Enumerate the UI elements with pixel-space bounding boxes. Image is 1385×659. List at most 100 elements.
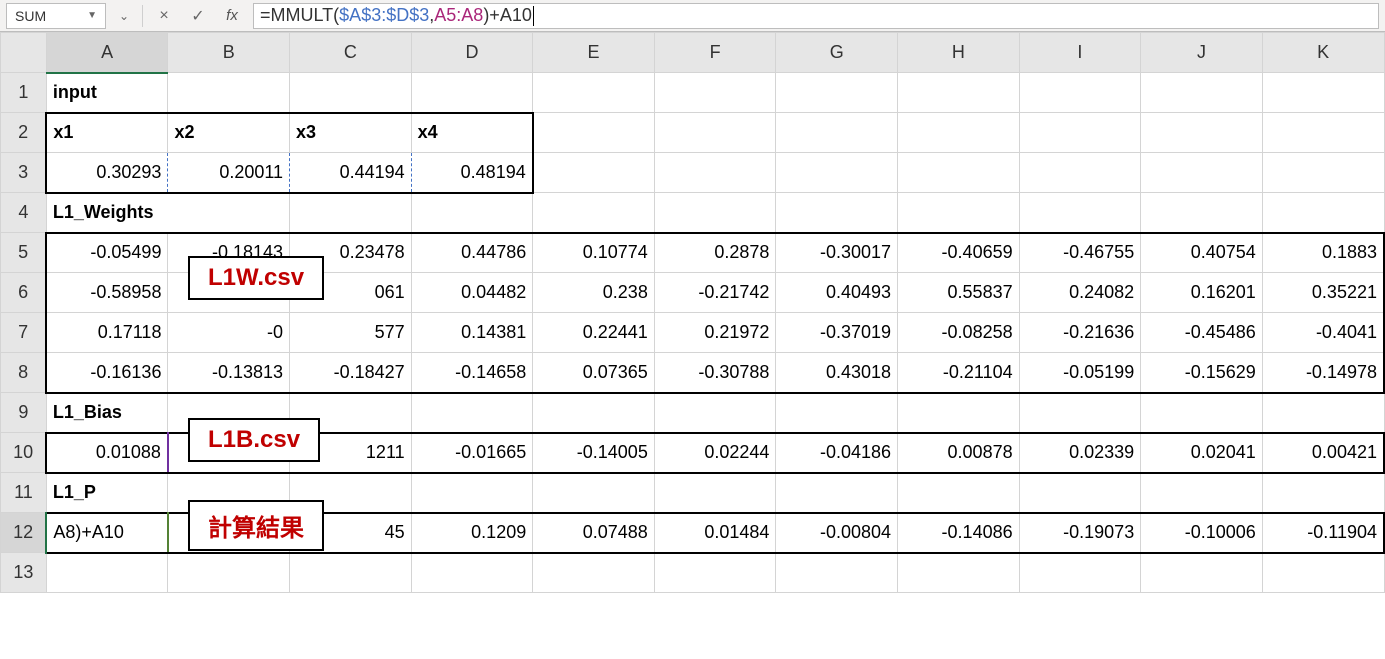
cell[interactable]: 0.14381 (411, 313, 533, 353)
cell[interactable]: L1_P (46, 473, 168, 513)
cell[interactable] (168, 73, 290, 113)
cell[interactable] (654, 73, 776, 113)
cell[interactable] (1141, 73, 1263, 113)
cell[interactable] (1262, 193, 1384, 233)
cell[interactable]: -0.15629 (1141, 353, 1263, 393)
cell[interactable]: 0.17118 (46, 313, 168, 353)
cell[interactable]: 0.01088 (46, 433, 168, 473)
cell[interactable]: -0.11904 (1262, 513, 1384, 553)
cell[interactable]: 0.1209 (411, 513, 533, 553)
cell[interactable]: -0.14978 (1262, 353, 1384, 393)
cell[interactable] (1141, 553, 1263, 593)
cell[interactable]: -0.37019 (776, 313, 898, 353)
enter-icon[interactable]: ✓ (185, 3, 211, 29)
cell[interactable]: 0.10774 (533, 233, 655, 273)
cell[interactable]: 0.22441 (533, 313, 655, 353)
cell[interactable] (290, 553, 412, 593)
cell[interactable]: -0.05499 (46, 233, 168, 273)
cell[interactable] (898, 473, 1020, 513)
cell[interactable]: 0.02041 (1141, 433, 1263, 473)
cell[interactable] (411, 473, 533, 513)
col-header[interactable]: J (1141, 33, 1263, 73)
cell[interactable]: input (46, 73, 168, 113)
cell[interactable]: -0.05199 (1019, 353, 1141, 393)
cell[interactable] (776, 73, 898, 113)
col-header[interactable]: K (1262, 33, 1384, 73)
col-header[interactable]: C (290, 33, 412, 73)
name-box[interactable]: SUM ▼ (6, 3, 106, 29)
cell[interactable]: L1_Bias (46, 393, 168, 433)
cell[interactable]: -0 (168, 313, 290, 353)
cell[interactable] (1262, 393, 1384, 433)
cell[interactable] (898, 113, 1020, 153)
cell[interactable] (1262, 73, 1384, 113)
row-header[interactable]: 2 (1, 113, 47, 153)
cell[interactable]: -0.21104 (898, 353, 1020, 393)
cell[interactable] (1141, 193, 1263, 233)
col-header[interactable]: B (168, 33, 290, 73)
cell[interactable] (1019, 153, 1141, 193)
cell[interactable]: 0.40754 (1141, 233, 1263, 273)
row-header[interactable]: 13 (1, 553, 47, 593)
cancel-icon[interactable]: × (151, 3, 177, 29)
cell[interactable]: -0.40659 (898, 233, 1020, 273)
cell[interactable] (654, 153, 776, 193)
cell[interactable] (654, 473, 776, 513)
cell[interactable] (1141, 393, 1263, 433)
cell[interactable]: 0.02339 (1019, 433, 1141, 473)
chevron-down-icon[interactable]: ⌄ (114, 6, 134, 26)
col-header[interactable]: G (776, 33, 898, 73)
cell[interactable] (1019, 73, 1141, 113)
cell[interactable]: x4 (411, 113, 533, 153)
cell[interactable] (776, 473, 898, 513)
cell[interactable] (898, 73, 1020, 113)
row-header[interactable]: 4 (1, 193, 47, 233)
col-header[interactable]: A (46, 33, 168, 73)
cell[interactable]: 0.35221 (1262, 273, 1384, 313)
cell[interactable]: -0.21742 (654, 273, 776, 313)
formula-input[interactable]: =MMULT($A$3:$D$3,A5:A8)+A10 (253, 3, 1379, 29)
cell[interactable]: 0.20011 (168, 153, 290, 193)
col-header[interactable]: D (411, 33, 533, 73)
col-header[interactable]: F (654, 33, 776, 73)
cell[interactable] (168, 553, 290, 593)
cell[interactable]: 0.02244 (654, 433, 776, 473)
row-header[interactable]: 8 (1, 353, 47, 393)
cell[interactable]: -0.30788 (654, 353, 776, 393)
row-header[interactable]: 6 (1, 273, 47, 313)
cell[interactable]: -0.10006 (1141, 513, 1263, 553)
cell[interactable] (533, 473, 655, 513)
chevron-down-icon[interactable]: ▼ (87, 10, 97, 21)
cell[interactable] (776, 553, 898, 593)
cell[interactable]: -0.45486 (1141, 313, 1263, 353)
cell[interactable]: 0.44194 (290, 153, 412, 193)
cell[interactable] (411, 553, 533, 593)
cell[interactable] (533, 553, 655, 593)
cell[interactable] (1141, 113, 1263, 153)
cell[interactable] (1019, 553, 1141, 593)
row-header[interactable]: 11 (1, 473, 47, 513)
cell[interactable] (1019, 473, 1141, 513)
cell[interactable] (46, 553, 168, 593)
cell[interactable]: -0.14086 (898, 513, 1020, 553)
cell[interactable]: -0.18427 (290, 353, 412, 393)
cell[interactable] (1019, 193, 1141, 233)
cell[interactable]: -0.30017 (776, 233, 898, 273)
row-header[interactable]: 7 (1, 313, 47, 353)
row-header[interactable]: 9 (1, 393, 47, 433)
cell[interactable] (290, 193, 412, 233)
cell[interactable]: 0.2878 (654, 233, 776, 273)
row-header[interactable]: 1 (1, 73, 47, 113)
cell[interactable] (898, 153, 1020, 193)
cell[interactable]: 0.00878 (898, 433, 1020, 473)
cell[interactable]: x3 (290, 113, 412, 153)
cell[interactable]: 0.43018 (776, 353, 898, 393)
cell[interactable]: 0.16201 (1141, 273, 1263, 313)
cell[interactable]: 0.00421 (1262, 433, 1384, 473)
cell[interactable]: 0.01484 (654, 513, 776, 553)
select-all-corner[interactable] (1, 33, 47, 73)
cell[interactable] (898, 553, 1020, 593)
row-header[interactable]: 5 (1, 233, 47, 273)
cell[interactable]: -0.01665 (411, 433, 533, 473)
cell[interactable]: -0.08258 (898, 313, 1020, 353)
